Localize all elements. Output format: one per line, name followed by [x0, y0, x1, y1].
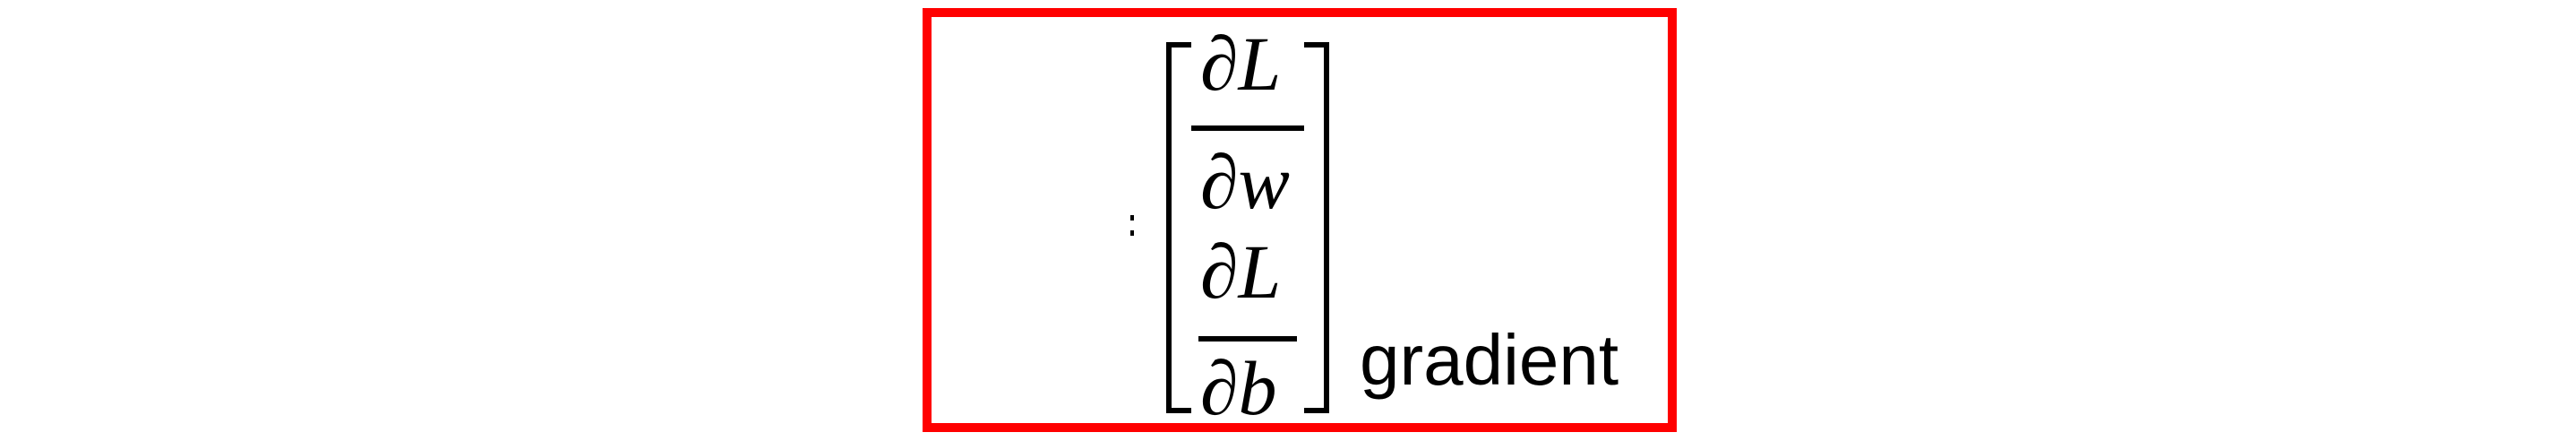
colon-dot-bottom	[1130, 230, 1134, 236]
left-bracket	[1166, 42, 1191, 413]
row1-fraction-bar	[1191, 125, 1304, 131]
right-bracket	[1304, 42, 1329, 413]
colon-dot-top	[1130, 215, 1134, 220]
row1-denominator: ∂w	[1200, 139, 1290, 225]
gradient-label: gradient	[1360, 320, 1619, 400]
row1-numerator: ∂L	[1200, 21, 1282, 107]
row2-fraction-bar	[1198, 336, 1297, 342]
row2-numerator: ∂L	[1200, 229, 1282, 315]
highlight-frame	[923, 8, 1677, 432]
row2-denominator: ∂b	[1200, 345, 1277, 431]
